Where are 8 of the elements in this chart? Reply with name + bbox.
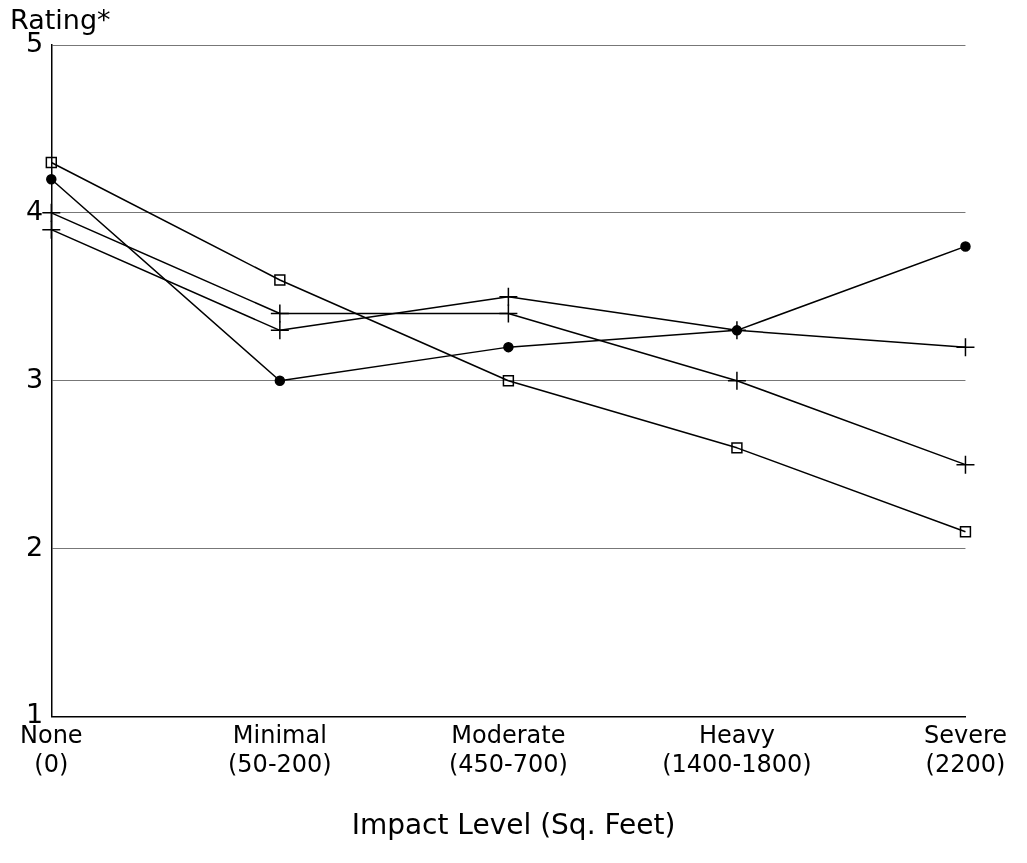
y-tick-label: 4 [26, 194, 44, 226]
y-tick-label: 3 [26, 362, 44, 394]
x-tick-label: Moderate (450-700) [448, 721, 568, 778]
x-axis-title: Impact Level (Sq. Feet) [350, 808, 677, 841]
x-tick-label: Severe (2200) [923, 721, 1007, 778]
y-tick-label: 2 [26, 530, 44, 562]
x-tick-label: Heavy (1400-1800) [662, 721, 812, 778]
x-tick-label: Minimal (50-200) [227, 721, 332, 778]
